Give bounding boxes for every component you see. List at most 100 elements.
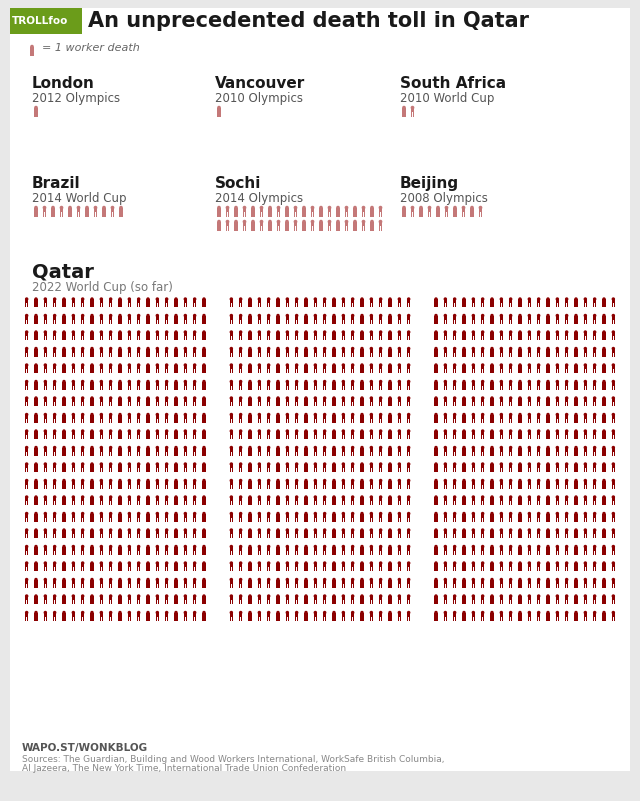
Bar: [462, 448, 466, 452]
Bar: [276, 452, 278, 456]
Bar: [250, 385, 252, 390]
Bar: [53, 385, 54, 390]
Circle shape: [602, 545, 605, 549]
Circle shape: [547, 396, 550, 400]
Circle shape: [174, 611, 178, 614]
Circle shape: [547, 462, 550, 466]
Circle shape: [593, 330, 596, 334]
Bar: [27, 584, 28, 588]
Bar: [353, 550, 355, 555]
Bar: [217, 208, 221, 212]
Circle shape: [612, 545, 615, 549]
Circle shape: [53, 429, 56, 433]
Bar: [304, 501, 306, 505]
Bar: [147, 419, 148, 423]
Circle shape: [612, 297, 615, 301]
Circle shape: [44, 396, 47, 400]
Circle shape: [81, 347, 84, 350]
Circle shape: [62, 297, 66, 301]
Bar: [102, 584, 103, 588]
Bar: [295, 452, 296, 456]
Circle shape: [351, 297, 355, 301]
Bar: [323, 369, 324, 373]
Bar: [81, 481, 84, 485]
Bar: [316, 584, 317, 588]
Bar: [62, 336, 63, 340]
Bar: [128, 300, 131, 304]
Bar: [407, 613, 410, 617]
Circle shape: [25, 330, 28, 334]
Bar: [100, 415, 103, 419]
Bar: [379, 316, 382, 320]
Bar: [444, 435, 445, 440]
Bar: [364, 212, 365, 216]
Bar: [511, 435, 513, 440]
Bar: [27, 567, 28, 571]
Bar: [492, 452, 493, 456]
Bar: [127, 501, 129, 505]
Circle shape: [407, 314, 410, 317]
Bar: [130, 385, 131, 390]
Circle shape: [35, 512, 38, 515]
Circle shape: [184, 413, 187, 417]
Bar: [483, 534, 484, 538]
Bar: [351, 501, 352, 505]
Bar: [111, 567, 113, 571]
Bar: [156, 432, 159, 435]
Bar: [251, 212, 253, 216]
Bar: [520, 402, 522, 406]
Bar: [404, 212, 406, 216]
Bar: [372, 501, 373, 505]
Bar: [342, 517, 343, 522]
Circle shape: [137, 413, 140, 417]
Bar: [369, 352, 371, 357]
Bar: [137, 550, 138, 555]
Bar: [72, 534, 73, 538]
Bar: [156, 402, 157, 406]
Bar: [147, 398, 150, 402]
Bar: [156, 435, 157, 440]
Bar: [530, 320, 531, 324]
Bar: [502, 567, 503, 571]
Circle shape: [462, 545, 466, 549]
Bar: [276, 617, 278, 621]
Bar: [593, 432, 596, 435]
Circle shape: [369, 314, 373, 317]
Circle shape: [44, 562, 47, 565]
Bar: [465, 617, 466, 621]
Circle shape: [537, 479, 540, 482]
Circle shape: [509, 413, 513, 417]
Bar: [381, 369, 383, 373]
Bar: [241, 452, 243, 456]
Circle shape: [239, 545, 243, 549]
Circle shape: [118, 545, 122, 549]
Circle shape: [44, 512, 47, 515]
Bar: [45, 452, 47, 456]
Bar: [334, 600, 336, 605]
Bar: [500, 349, 503, 352]
Bar: [577, 517, 578, 522]
Bar: [574, 613, 578, 617]
Circle shape: [202, 545, 205, 549]
Circle shape: [230, 594, 233, 598]
Bar: [539, 485, 540, 489]
Text: = 1 worker death: = 1 worker death: [42, 43, 140, 53]
Bar: [307, 402, 308, 406]
Bar: [537, 514, 540, 517]
Bar: [490, 369, 492, 373]
Bar: [156, 385, 157, 390]
Bar: [323, 365, 326, 369]
Circle shape: [481, 479, 484, 482]
Bar: [186, 617, 187, 621]
Bar: [483, 485, 484, 489]
Bar: [25, 382, 28, 386]
Circle shape: [527, 347, 531, 350]
Bar: [165, 547, 168, 551]
Circle shape: [165, 413, 168, 417]
Bar: [584, 534, 585, 538]
Bar: [465, 501, 466, 505]
Circle shape: [444, 330, 447, 334]
Bar: [520, 385, 522, 390]
Bar: [453, 530, 456, 534]
Circle shape: [444, 462, 447, 466]
